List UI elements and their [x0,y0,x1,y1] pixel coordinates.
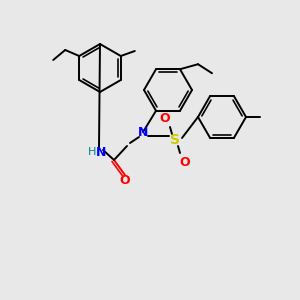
Text: N: N [96,146,106,158]
Text: H: H [88,147,96,157]
Text: N: N [138,125,148,139]
Text: O: O [180,155,190,169]
Text: O: O [120,173,130,187]
Text: S: S [170,133,180,147]
Text: O: O [160,112,170,124]
